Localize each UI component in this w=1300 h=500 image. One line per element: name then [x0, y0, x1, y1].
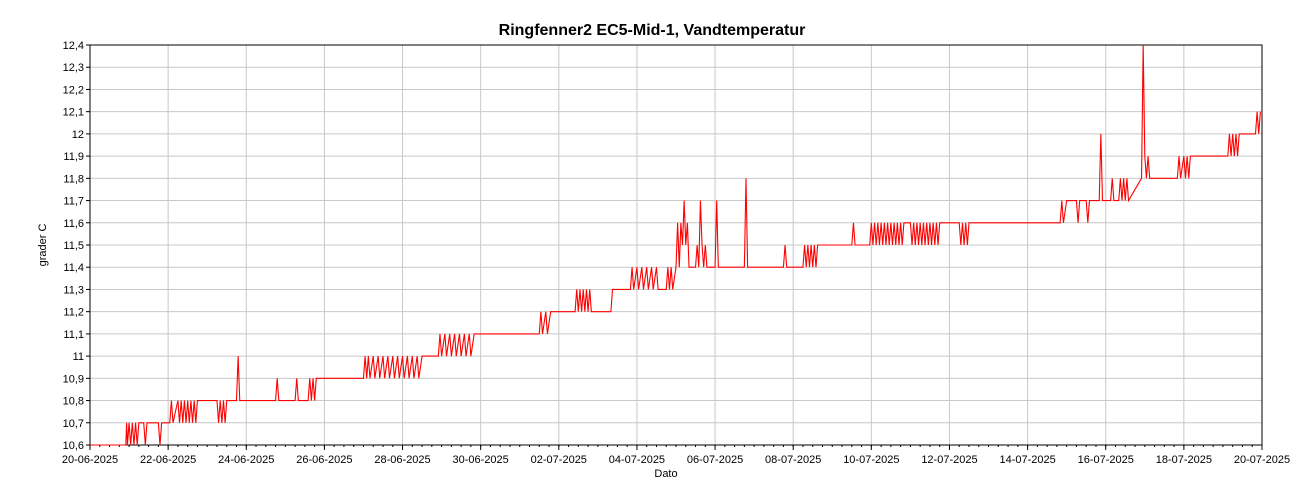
y-tick-label: 10,7: [63, 418, 84, 430]
x-tick-label: 10-07-2025: [843, 454, 899, 466]
y-tick-label: 11,1: [63, 329, 84, 341]
y-tick-label: 12,1: [63, 107, 84, 119]
x-tick-label: 20-07-2025: [1234, 454, 1290, 466]
x-tick-label: 06-07-2025: [687, 454, 743, 466]
x-tick-label: 26-06-2025: [296, 454, 352, 466]
x-tick-label: 18-07-2025: [1156, 454, 1212, 466]
x-tick-label: 16-07-2025: [1078, 454, 1134, 466]
y-tick-label: 10,8: [63, 396, 84, 408]
x-tick-label: 04-07-2025: [609, 454, 665, 466]
x-tick-label: 12-07-2025: [921, 454, 977, 466]
y-tick-label: 11,8: [63, 173, 84, 185]
y-tick-label: 10,9: [63, 373, 84, 385]
y-tick-label: 11,7: [63, 196, 84, 208]
y-tick-label: 11,3: [63, 284, 84, 296]
grid-lines: [90, 45, 1262, 445]
y-tick-label: 12: [72, 129, 84, 141]
x-axis-label: Dato: [654, 468, 677, 480]
x-tick-label: 14-07-2025: [999, 454, 1055, 466]
y-tick-label: 11,2: [63, 307, 84, 319]
x-tick-label: 28-06-2025: [374, 454, 430, 466]
x-axis: 20-06-2025 22-06-2025 24-06-2025 26-06-2025…: [62, 445, 1290, 466]
y-tick-label: 11,5: [63, 240, 84, 252]
chart-title: Ringfenner2 EC5-Mid-1, Vandtemperatur: [499, 22, 806, 39]
series-group: [90, 44, 1261, 446]
y-tick-label: 11,6: [63, 218, 84, 230]
x-tick-label: 08-07-2025: [765, 454, 821, 466]
x-tick-label: 24-06-2025: [218, 454, 274, 466]
x-tick-label: 22-06-2025: [140, 454, 196, 466]
y-axis: 10,6 10,7 10,8 10,9 11 11,1 11,2 11,3 11,4 11,5 11…: [63, 40, 90, 452]
y-axis-label: grader C: [37, 224, 49, 267]
x-tick-label: 20-06-2025: [62, 454, 118, 466]
x-tick-label: 02-07-2025: [531, 454, 587, 466]
y-tick-label: 12,3: [63, 62, 84, 74]
y-tick-label: 10,6: [63, 440, 84, 452]
series-line-0: [90, 44, 1261, 446]
y-tick-label: 11,9: [63, 151, 84, 163]
y-tick-label: 11: [73, 351, 84, 363]
x-tick-label: 30-06-2025: [453, 454, 509, 466]
y-tick-label: 12,4: [63, 40, 84, 52]
y-tick-label: 12,2: [63, 84, 84, 96]
y-tick-label: 11,4: [63, 262, 84, 274]
